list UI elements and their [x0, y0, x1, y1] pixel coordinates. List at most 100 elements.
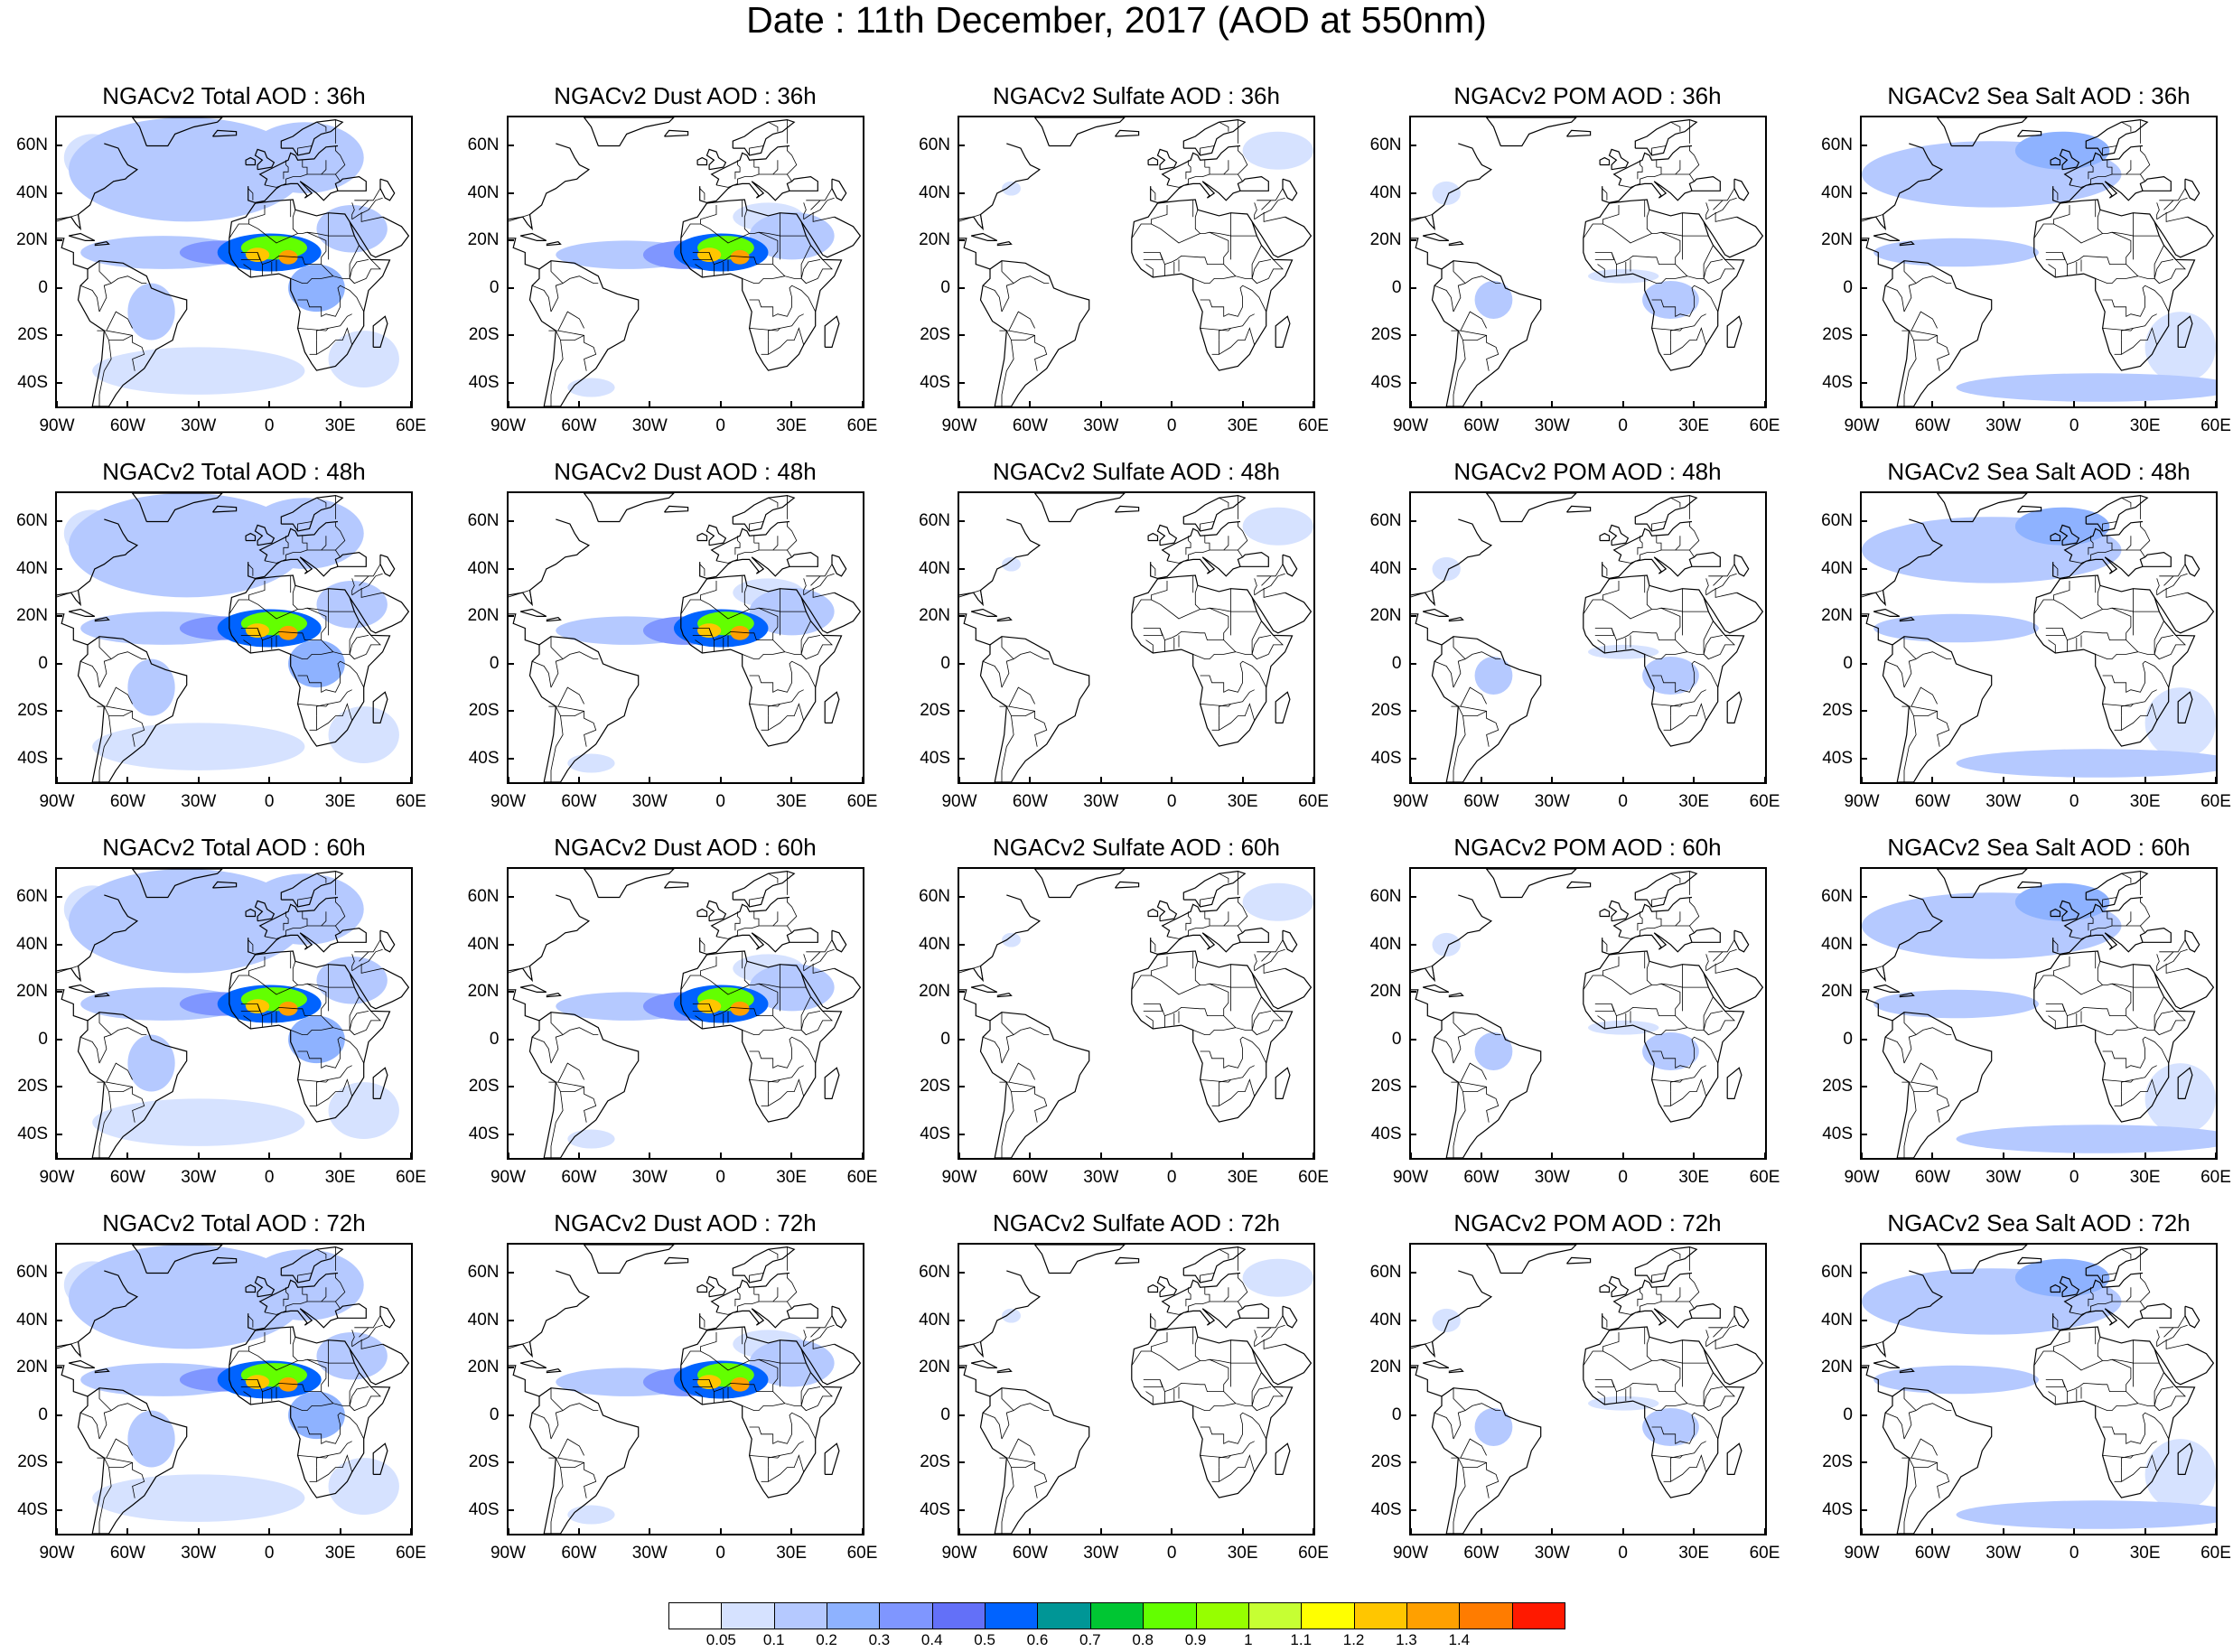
- coastline: [970, 608, 998, 617]
- country-border: [1630, 925, 1695, 939]
- country-border: [2156, 202, 2160, 219]
- country-border: [1209, 1358, 1229, 1392]
- coastline: [710, 896, 789, 938]
- lat-label: 60N: [1369, 511, 1402, 531]
- country-border: [802, 202, 807, 219]
- lon-label: 90W: [39, 416, 75, 435]
- country-border: [817, 1386, 833, 1406]
- country-border: [1194, 961, 1201, 985]
- country-border: [98, 1027, 147, 1064]
- lat-tick: [506, 943, 514, 946]
- country-border: [767, 328, 780, 341]
- country-border: [1143, 252, 1163, 260]
- country-border: [743, 961, 750, 985]
- country-border: [1001, 636, 1014, 659]
- country-border: [1453, 636, 1465, 659]
- country-border: [2121, 1079, 2134, 1092]
- country-border: [1200, 145, 1215, 155]
- country-border: [57, 1341, 79, 1349]
- lon-tick: [2215, 1528, 2217, 1535]
- lat-label: 20N: [1369, 230, 1402, 250]
- lon-label: 30E: [776, 1168, 807, 1187]
- coastline: [1033, 493, 1126, 523]
- colorbar-label: 0.3: [868, 1631, 891, 1648]
- lat-tick: [506, 662, 514, 665]
- country-border: [1410, 1341, 1433, 1349]
- lon-tick: [339, 1528, 341, 1535]
- lat-tick: [958, 191, 965, 194]
- lat-tick: [55, 896, 62, 899]
- country-border: [1913, 710, 1938, 717]
- country-border: [2095, 651, 2138, 660]
- coastline: [1601, 1302, 1721, 1331]
- country-border: [1703, 1372, 1714, 1406]
- country-border: [98, 330, 112, 406]
- country-border: [2121, 1455, 2134, 1468]
- lon-label: 30W: [1985, 792, 2022, 811]
- country-border: [1862, 214, 1883, 222]
- aod-field: [1587, 644, 1658, 659]
- panel-title: NGACv2 Total AOD : 72h: [102, 1209, 366, 1237]
- aod-field: [246, 122, 364, 193]
- lon-tick: [1241, 1528, 1244, 1535]
- coastline: [77, 1387, 188, 1534]
- coastline: [372, 1067, 388, 1099]
- lon-label: 30E: [2129, 792, 2161, 811]
- lat-label: 40S: [468, 1124, 500, 1143]
- coastline: [732, 870, 795, 908]
- panel-title: NGACv2 POM AOD : 36h: [1453, 82, 1722, 109]
- map-plot: [1410, 493, 1763, 782]
- country-border: [2053, 205, 2070, 224]
- coastline: [959, 238, 991, 270]
- country-border: [1185, 911, 1191, 931]
- panel-title: NGACv2 Total AOD : 60h: [102, 834, 366, 861]
- country-border: [1656, 166, 1661, 174]
- lat-tick: [958, 943, 965, 946]
- country-border: [297, 145, 313, 155]
- map-plot: [959, 493, 1313, 782]
- coastline: [1873, 232, 1901, 241]
- country-border: [2154, 996, 2164, 1031]
- country-border: [1596, 1391, 1605, 1405]
- lon-tick: [410, 1153, 412, 1160]
- country-border: [2102, 1441, 2157, 1459]
- country-border: [1913, 1461, 1938, 1469]
- country-border: [748, 521, 763, 531]
- lat-tick: [506, 1038, 514, 1041]
- coastline: [1182, 118, 1247, 156]
- lat-label: 60N: [467, 511, 500, 531]
- lon-label: 30W: [1985, 1544, 2022, 1563]
- map-panel: NGACv2 Sulfate AOD : 36h 60N 40N 20N 0 20S 40S…: [905, 83, 1330, 435]
- coastline: [1115, 881, 1140, 889]
- coastline: [1147, 1283, 1159, 1293]
- country-border: [349, 996, 360, 1031]
- country-border: [982, 285, 1003, 313]
- country-border: [243, 264, 251, 277]
- coastline: [77, 260, 188, 406]
- coastline: [1485, 117, 1577, 147]
- coastline: [546, 617, 562, 622]
- country-border: [1200, 660, 1267, 693]
- country-border: [1200, 1065, 1255, 1083]
- country-border: [1903, 1012, 1917, 1035]
- country-border: [742, 651, 785, 660]
- map-panel: NGACv2 Sulfate AOD : 48h 60N 40N 20N 0 20S 40S…: [905, 459, 1330, 811]
- coastline: [212, 129, 238, 137]
- country-border: [749, 689, 804, 707]
- lat-label: 20N: [467, 230, 500, 250]
- lon-label: 60W: [1463, 1168, 1500, 1187]
- country-border: [1892, 1012, 1905, 1022]
- coastline: [1936, 1245, 2028, 1274]
- aod-field: [92, 1474, 305, 1522]
- country-border: [1267, 1011, 1284, 1031]
- lat-label: 20S: [920, 1077, 950, 1097]
- lat-label: 0: [1843, 1029, 1853, 1049]
- country-border: [1450, 705, 1499, 747]
- coastline: [254, 900, 276, 922]
- coastline: [94, 241, 110, 247]
- coastline: [1156, 900, 1178, 922]
- country-border: [1646, 210, 1652, 234]
- country-border: [1008, 1062, 1035, 1083]
- colorbar-swatch: [1247, 1602, 1303, 1629]
- coastline: [1131, 574, 1294, 747]
